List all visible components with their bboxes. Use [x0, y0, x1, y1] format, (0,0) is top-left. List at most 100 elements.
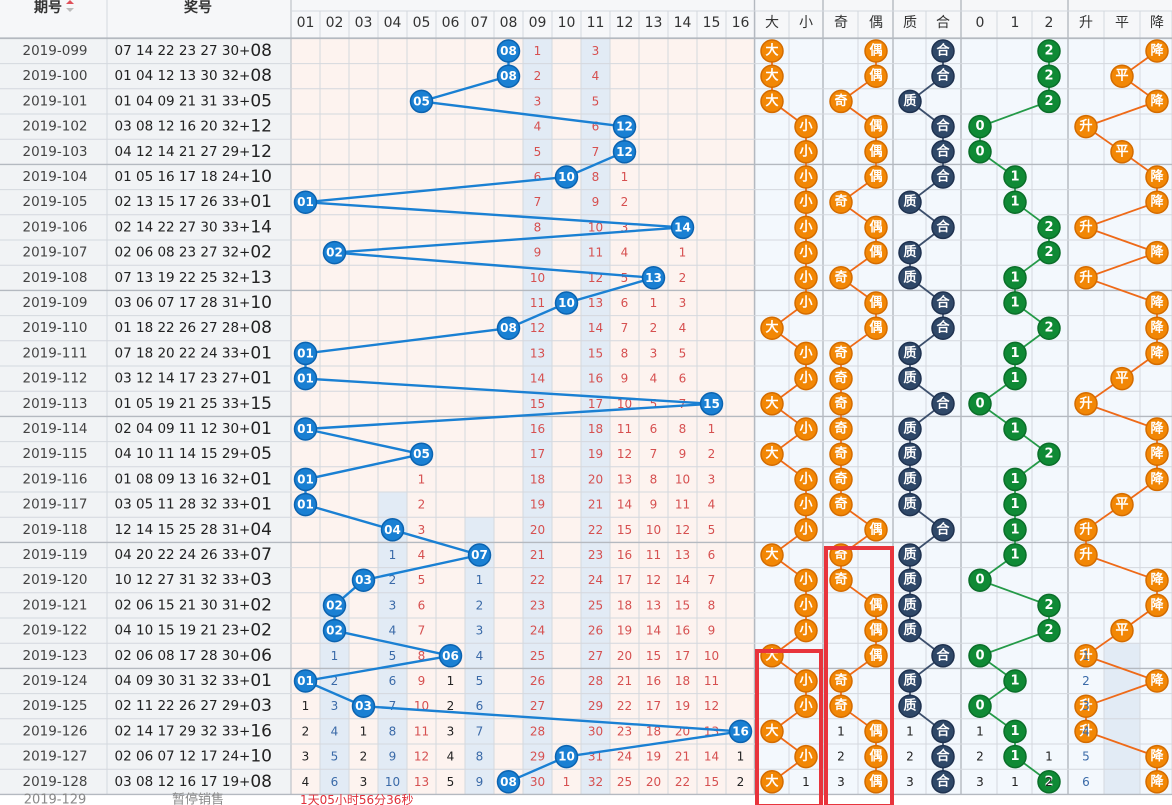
size-ball-label: 小 [799, 119, 812, 134]
parity-ball [864, 165, 888, 189]
mod3-ball [1003, 543, 1027, 567]
missing-count-cell: 5 [418, 573, 426, 587]
prime-ball-label: 合 [936, 320, 950, 336]
number-ball [554, 165, 579, 189]
mod3-ball [1003, 165, 1027, 189]
trend-ball [1074, 266, 1098, 290]
mod3-ball [1003, 266, 1027, 290]
sort-arrows-icon[interactable] [66, 0, 74, 4]
prize-main-numbers: 01 05 16 17 18 24+ [115, 169, 251, 185]
missing-count-cell: 9 [708, 624, 716, 638]
trend-ball [1110, 618, 1134, 643]
prime-ball-label: 合 [936, 143, 950, 159]
trend-ball [1074, 543, 1098, 567]
number-ball [496, 770, 521, 794]
number-ball [351, 568, 376, 592]
missing-count-cell: 16 [675, 624, 690, 638]
mod3-ball [968, 568, 992, 592]
missing-count-cell: 1 [447, 674, 455, 688]
size-ball-label: 大 [765, 547, 778, 563]
parity-ball-label: 奇 [834, 446, 847, 462]
missing-count-cell: 5 [331, 750, 339, 764]
mod3-ball [1003, 366, 1027, 391]
mod3-ball-label: 2 [1044, 623, 1053, 638]
prize-cell: 03 08 12 16 20 32+12 [115, 117, 272, 137]
prime-ball [898, 492, 922, 517]
prime-ball [898, 669, 922, 693]
missing-count-cell: 17 [588, 397, 603, 411]
period-cell: 2019-123 [23, 648, 88, 664]
stat-missing-count: 3 [906, 775, 914, 789]
trend-ball-label: 降 [1150, 345, 1164, 361]
prize-cell: 04 10 15 19 21 23+02 [115, 621, 272, 641]
missing-count-cell: 6 [389, 674, 397, 688]
missing-count-cell: 3 [476, 624, 484, 638]
trend-ball-label: 平 [1115, 69, 1128, 84]
prize-main-numbers: 04 10 11 14 15 29+ [115, 446, 251, 462]
prime-ball [931, 114, 955, 139]
trend-ball-label: 平 [1115, 371, 1128, 386]
period-cell: 2019-099 [23, 43, 88, 59]
header-number-04: 04 [384, 15, 402, 31]
missing-count-cell: 6 [534, 170, 542, 184]
prize-cell: 01 04 12 13 30 32+08 [115, 66, 272, 86]
missing-count-cell: 3 [447, 724, 455, 738]
prize-special-number: 08 [250, 772, 272, 792]
missing-count-cell: 1 [331, 649, 339, 663]
missing-count-cell: 9 [621, 372, 629, 386]
missing-count-cell: 9 [592, 195, 600, 209]
parity-ball-label: 偶 [869, 244, 882, 260]
number-ball [554, 291, 579, 315]
number-ball [293, 669, 318, 693]
prize-main-numbers: 01 08 09 13 16 32+ [115, 471, 251, 487]
size-ball [794, 492, 818, 517]
mod3-ball-label: 0 [975, 144, 984, 159]
missing-count-cell: 4 [302, 775, 310, 789]
size-ball [794, 165, 818, 189]
missing-count-cell: 21 [617, 674, 632, 688]
prize-special-number: 12 [250, 142, 272, 162]
parity-ball [864, 644, 888, 668]
header-mod3-2: 2 [1045, 15, 1054, 31]
mod3-ball-label: 1 [1010, 749, 1019, 764]
parity-ball-label: 偶 [869, 295, 882, 311]
prime-ball [898, 417, 922, 441]
missing-count-cell: 14 [646, 624, 661, 638]
prime-ball-label: 质 [903, 597, 916, 613]
prime-ball [931, 165, 955, 189]
header-number-06: 06 [442, 15, 460, 31]
missing-count-cell: 5 [592, 94, 600, 108]
trend-ball-label: 降 [1150, 597, 1164, 613]
prize-cell: 12 14 15 25 28 31+04 [115, 520, 272, 540]
trend-ball [1145, 467, 1169, 492]
header-trend-0: 升 [1079, 15, 1093, 31]
missing-count-cell: 18 [588, 422, 603, 436]
prime-ball [898, 240, 922, 265]
stat-missing-count: 1 [837, 724, 845, 738]
number-ball [322, 593, 347, 618]
trend-ball-label: 平 [1115, 144, 1128, 159]
mod3-ball-label: 1 [1010, 522, 1019, 537]
missing-count-cell: 21 [588, 498, 603, 512]
header-number-07: 07 [471, 15, 489, 31]
header-mod3-1: 1 [1011, 15, 1020, 31]
trend-ball [1145, 593, 1169, 618]
size-ball [794, 669, 818, 693]
size-ball [760, 719, 784, 744]
trend-ball [1110, 366, 1134, 391]
stat-missing-count: 1 [802, 775, 810, 789]
missing-count-cell: 16 [588, 372, 603, 386]
mod3-ball-label: 2 [1044, 774, 1053, 789]
size-ball-label: 小 [799, 170, 812, 185]
missing-count-cell: 10 [617, 397, 632, 411]
number-ball-label: 10 [558, 296, 575, 310]
parity-ball [864, 240, 888, 265]
next-prize-status: 暂停销售 [172, 792, 224, 805]
parity-ball [829, 266, 853, 290]
period-cell: 2019-100 [23, 68, 88, 84]
sort-arrows-icon-down[interactable] [66, 8, 74, 12]
mod3-ball-label: 1 [1010, 371, 1019, 386]
parity-ball [864, 114, 888, 139]
missing-count-cell: 1 [302, 699, 310, 713]
